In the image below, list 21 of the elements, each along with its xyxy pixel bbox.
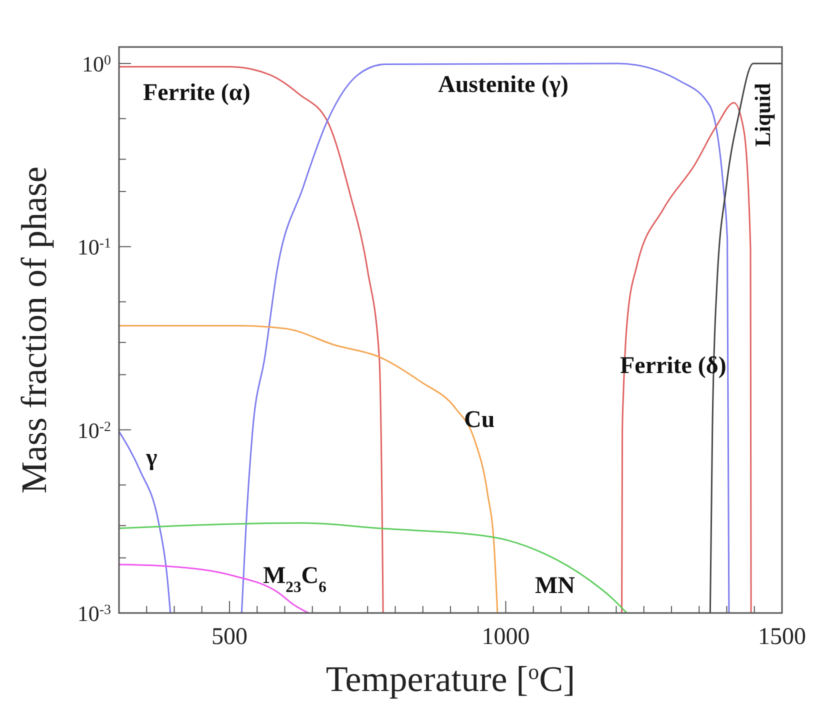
line-series	[119, 66, 384, 613]
line-series	[119, 522, 628, 613]
y-tick-label: 10$^{0}$	[82, 51, 111, 76]
y-tick-label: 10$^{-3}$	[77, 601, 111, 626]
series-label: Cu	[464, 407, 495, 433]
x-axis-title: Temperature [$^{o}$C]	[326, 658, 576, 699]
series-label: MN	[535, 573, 576, 599]
line-series	[119, 430, 172, 613]
x-tick-label: 1000	[482, 624, 530, 650]
y-axis-title: Mass fraction of phase	[14, 166, 54, 494]
line-series	[621, 102, 752, 613]
y-tick-label: 10$^{-2}$	[77, 418, 111, 443]
line-series	[119, 324, 498, 613]
series-label: γ	[145, 445, 158, 471]
series-label: Ferrite (α)	[143, 80, 250, 106]
y-tick-label: 10$^{-1}$	[77, 234, 111, 260]
x-tick-label: 500	[212, 624, 248, 650]
series-label: M$_{23}$C$_{6}$	[263, 563, 327, 596]
text: Liquid	[750, 83, 775, 147]
series-label: Austenite (γ)	[438, 72, 569, 98]
x-tick-label: 1500	[758, 624, 806, 650]
